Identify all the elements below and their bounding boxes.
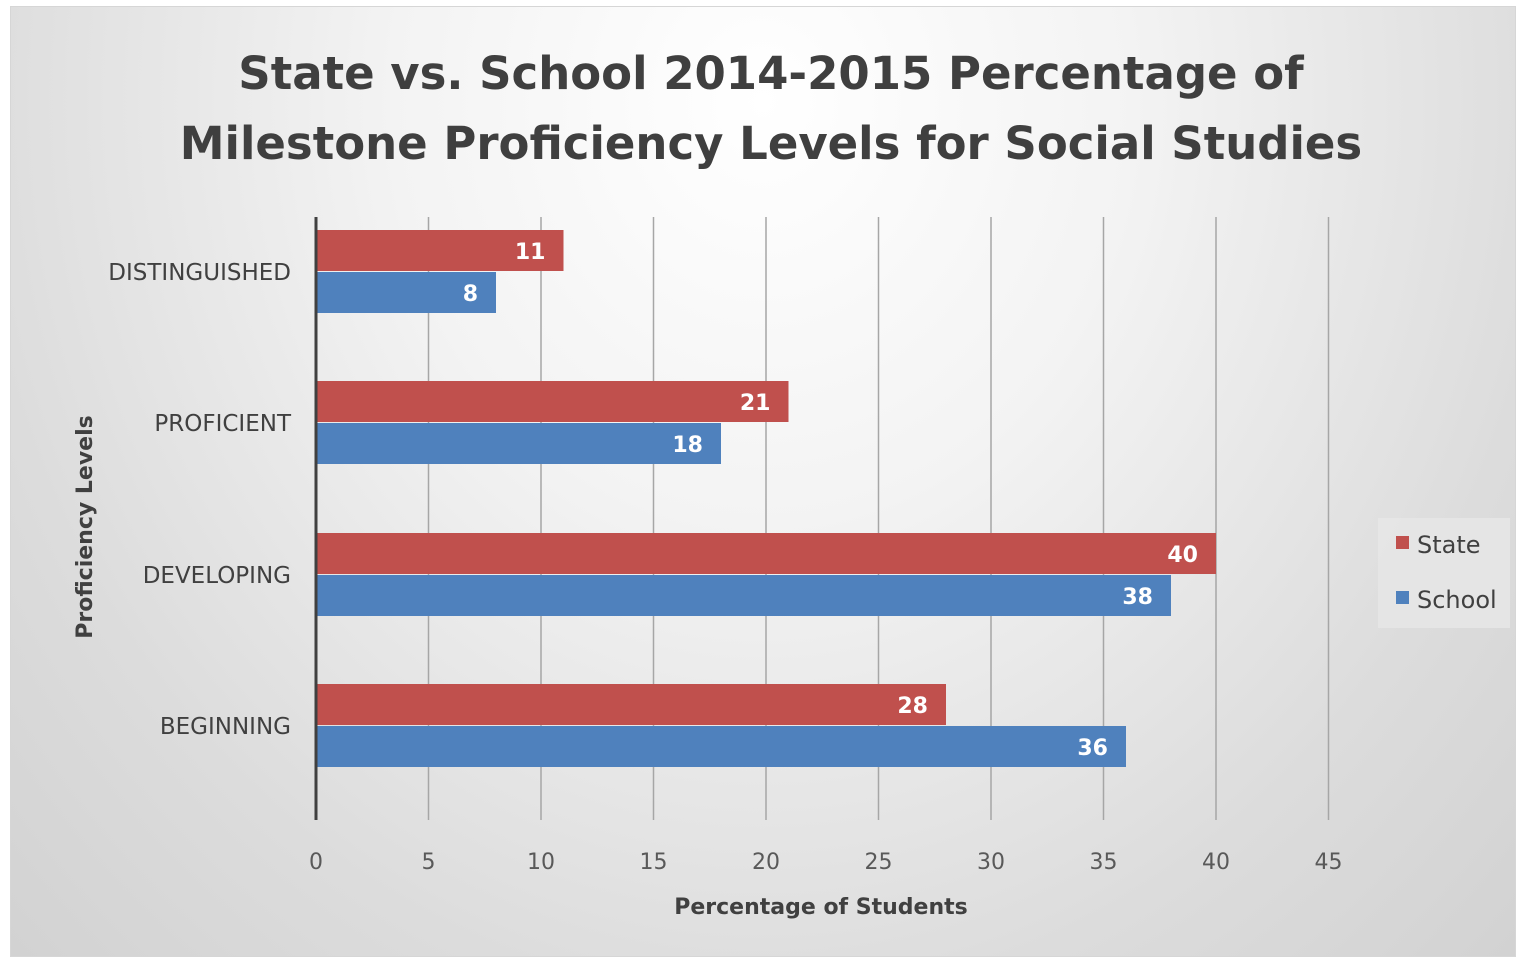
x-tick-label-0: 0 (309, 850, 323, 875)
bar-state-developing (317, 533, 1216, 574)
category-label-distinguished: DISTINGUISHED (108, 260, 291, 286)
bars (317, 230, 1216, 767)
x-tick-label-30: 30 (977, 850, 1005, 875)
data-label-state-distinguished: 11 (515, 240, 546, 265)
bar-state-beginning (317, 684, 946, 725)
bar-school-proficient (317, 423, 721, 464)
legend-label-state: State (1417, 531, 1481, 559)
x-tick-label-5: 5 (422, 850, 436, 875)
data-label-school-developing: 38 (1122, 585, 1153, 610)
axes: 0 5 10 15 20 25 30 35 40 45 DISTINGUISHED PROFICIEN… (108, 217, 1343, 875)
x-tick-label-20: 20 (752, 850, 780, 875)
data-label-school-distinguished: 8 (463, 282, 478, 307)
legend-swatch-state (1396, 536, 1409, 549)
data-label-school-beginning: 36 (1077, 736, 1108, 761)
x-tick-label-40: 40 (1202, 850, 1230, 875)
legend-label-school: School (1417, 586, 1497, 614)
legend: State School (1378, 518, 1510, 628)
x-tick-label-45: 45 (1315, 850, 1343, 875)
bar-school-beginning (317, 726, 1126, 767)
chart-area: State vs. School 2014-2015 Percentage of… (10, 6, 1516, 957)
bar-chart: State vs. School 2014-2015 Percentage of… (73, 47, 1510, 920)
category-label-beginning: BEGINNING (160, 714, 291, 740)
x-tick-label-35: 35 (1090, 850, 1118, 875)
legend-swatch-school (1396, 591, 1409, 604)
data-labels: 11 21 40 28 8 18 38 36 (463, 240, 1198, 761)
y-axis-title: Proficiency Levels (73, 415, 98, 638)
data-label-state-proficient: 21 (740, 391, 771, 416)
bar-school-developing (317, 575, 1171, 616)
x-tick-label-25: 25 (865, 850, 893, 875)
data-label-state-beginning: 28 (897, 694, 928, 719)
x-axis-title: Percentage of Students (674, 895, 968, 920)
chart-title-line-1: State vs. School 2014-2015 Percentage of (238, 47, 1304, 100)
bar-school-distinguished (317, 272, 496, 313)
bar-state-proficient (317, 381, 789, 422)
bar-state-distinguished (317, 230, 564, 271)
category-label-proficient: PROFICIENT (154, 411, 292, 437)
category-label-developing: DEVELOPING (143, 563, 291, 589)
x-tick-label-15: 15 (640, 850, 668, 875)
data-label-school-proficient: 18 (672, 433, 703, 458)
chart-title-line-2: Milestone Proficiency Levels for Social … (180, 117, 1362, 170)
chart-title: State vs. School 2014-2015 Percentage of… (180, 47, 1362, 170)
gridlines (427, 217, 1330, 820)
data-label-state-developing: 40 (1167, 543, 1198, 568)
x-tick-label-10: 10 (527, 850, 555, 875)
